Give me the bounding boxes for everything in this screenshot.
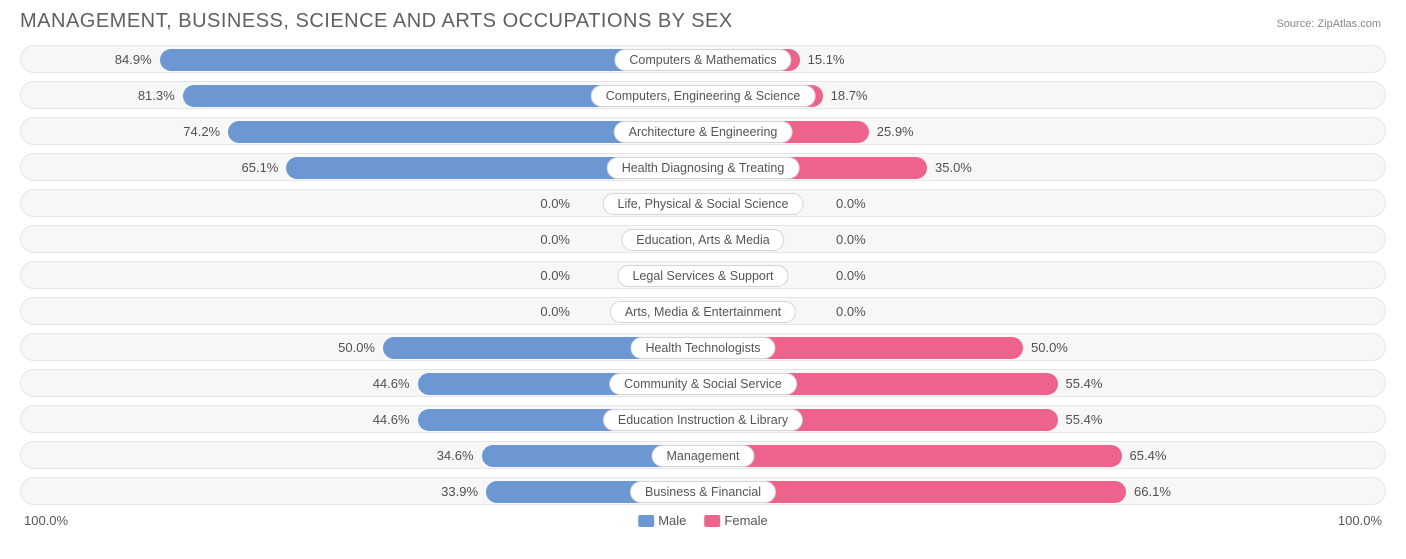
female-value-label: 0.0% (836, 262, 866, 290)
category-label: Management (652, 445, 755, 467)
female-value-label: 55.4% (1066, 370, 1103, 398)
category-label: Life, Physical & Social Science (603, 193, 804, 215)
male-value-label: 44.6% (373, 370, 410, 398)
axis-row: 100.0% Male Female 100.0% (20, 513, 1386, 537)
chart-row: 81.3% 18.7% Computers, Engineering & Scien… (20, 81, 1386, 109)
legend-item-male: Male (638, 513, 686, 528)
category-label: Arts, Media & Entertainment (610, 301, 796, 323)
category-label: Computers & Mathematics (614, 49, 791, 71)
chart-row: 34.6% 65.4% Management (20, 441, 1386, 469)
category-label: Legal Services & Support (617, 265, 788, 287)
category-label: Community & Social Service (609, 373, 797, 395)
chart-row: 33.9% 66.1% Business & Financial (20, 477, 1386, 505)
legend-label-female: Female (724, 513, 767, 528)
male-value-label: 65.1% (242, 154, 279, 182)
chart-row: 0.0% 0.0% Life, Physical & Social Science (20, 189, 1386, 217)
legend: Male Female (638, 513, 768, 528)
chart-row: 65.1% 35.0% Health Diagnosing & Treating (20, 153, 1386, 181)
female-value-label: 65.4% (1130, 442, 1167, 470)
legend-swatch-male (638, 515, 654, 527)
female-value-label: 50.0% (1031, 334, 1068, 362)
category-label: Health Technologists (630, 337, 775, 359)
female-value-label: 66.1% (1134, 478, 1171, 506)
female-value-label: 35.0% (935, 154, 972, 182)
category-label: Education Instruction & Library (603, 409, 803, 431)
female-value-label: 0.0% (836, 298, 866, 326)
chart-row: 50.0% 50.0% Health Technologists (20, 333, 1386, 361)
male-value-label: 84.9% (115, 46, 152, 74)
category-label: Business & Financial (630, 481, 776, 503)
female-value-label: 0.0% (836, 190, 866, 218)
chart-title: MANAGEMENT, BUSINESS, SCIENCE AND ARTS O… (20, 10, 1386, 33)
axis-right-label: 100.0% (1338, 513, 1382, 528)
male-value-label: 0.0% (540, 226, 570, 254)
male-value-label: 0.0% (540, 190, 570, 218)
female-value-label: 55.4% (1066, 406, 1103, 434)
category-label: Computers, Engineering & Science (591, 85, 816, 107)
chart-row: 0.0% 0.0% Arts, Media & Entertainment (20, 297, 1386, 325)
female-value-label: 0.0% (836, 226, 866, 254)
source-attribution: Source: ZipAtlas.com (1276, 18, 1381, 30)
male-value-label: 44.6% (373, 406, 410, 434)
male-value-label: 0.0% (540, 298, 570, 326)
category-label: Health Diagnosing & Treating (607, 157, 800, 179)
chart-row: 44.6% 55.4% Education Instruction & Librar… (20, 405, 1386, 433)
male-value-label: 0.0% (540, 262, 570, 290)
legend-label-male: Male (658, 513, 686, 528)
axis-left-label: 100.0% (24, 513, 68, 528)
category-label: Education, Arts & Media (621, 229, 784, 251)
female-value-label: 25.9% (877, 118, 914, 146)
male-value-label: 81.3% (138, 82, 175, 110)
chart-row: 0.0% 0.0% Education, Arts & Media (20, 225, 1386, 253)
chart-row: 84.9% 15.1% Computers & Mathematics (20, 45, 1386, 73)
female-value-label: 18.7% (831, 82, 868, 110)
chart-row: 74.2% 25.9% Architecture & Engineering (20, 117, 1386, 145)
female-bar (703, 445, 1122, 467)
male-value-label: 50.0% (338, 334, 375, 362)
male-value-label: 33.9% (441, 478, 478, 506)
male-value-label: 34.6% (437, 442, 474, 470)
legend-item-female: Female (704, 513, 767, 528)
male-value-label: 74.2% (183, 118, 220, 146)
legend-swatch-female (704, 515, 720, 527)
chart-row: 0.0% 0.0% Legal Services & Support (20, 261, 1386, 289)
chart-row: 44.6% 55.4% Community & Social Service (20, 369, 1386, 397)
chart-area: 84.9% 15.1% Computers & Mathematics 81.3% 18… (20, 45, 1386, 505)
female-value-label: 15.1% (808, 46, 845, 74)
category-label: Architecture & Engineering (614, 121, 793, 143)
